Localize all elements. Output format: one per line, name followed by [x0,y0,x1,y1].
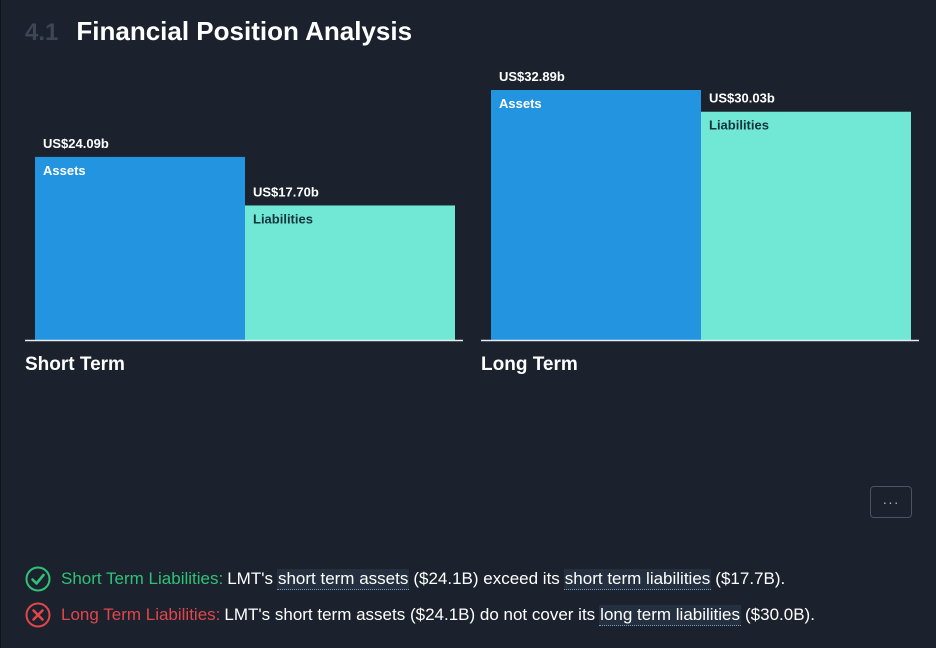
short-term-chart: US$24.09b Assets US$17.70b Liabilities Shor… [25,60,463,380]
ellipsis-icon: ··· [882,494,900,510]
long-term-liabilities-link[interactable]: long term liabilities [599,604,742,626]
check-text: ($17.7B). [715,569,786,588]
short-term-liabilities-value-label: US$17.70b [253,184,319,199]
long-term-assets-value-label: US$32.89b [499,69,565,84]
long-term-liabilities-bar [701,111,911,340]
check-label-short-term: Short Term Liabilities: [61,569,224,588]
check-text: ($24.1B) exceed its [413,569,560,588]
long-term-assets-bar [491,90,701,340]
short-term-assets-value-label: US$24.09b [43,136,109,151]
short-term-liabilities-bar [245,205,455,340]
short-term-assets-link[interactable]: short term assets [276,568,410,590]
check-label-long-term: Long Term Liabilities: [61,605,221,624]
risk-checks: Short Term Liabilities: LMT's short term… [25,564,925,636]
long-term-assets-category-label: Assets [499,96,542,111]
check-row-short-term: Short Term Liabilities: LMT's short term… [25,564,925,594]
long-term-liabilities-category-label: Liabilities [709,118,769,133]
short-term-liabilities-link[interactable]: short term liabilities [563,568,712,590]
short-term-chart-svg: US$24.09b Assets US$17.70b Liabilities [25,136,463,342]
long-term-liabilities-value-label: US$30.03b [709,91,775,106]
short-term-chart-title: Short Term [25,354,125,375]
section-number: 4.1 [25,19,59,46]
short-term-assets-bar [35,156,245,340]
x-circle-icon [25,602,51,628]
check-circle-icon [25,566,51,592]
long-term-chart-title: Long Term [481,354,578,375]
check-text: ($30.0B). [745,605,815,624]
check-text: LMT's [227,569,273,588]
long-term-chart-svg: US$32.89b Assets US$30.03b Liabilities [481,69,919,342]
more-options-button[interactable]: ··· [870,486,912,518]
section-title: Financial Position Analysis [76,16,413,46]
check-text: LMT's short term assets ($24.1B) do not … [224,605,596,624]
short-term-assets-category-label: Assets [43,163,86,178]
section-header: 4.1 Financial Position Analysis [25,16,412,47]
short-term-liabilities-category-label: Liabilities [253,211,313,226]
long-term-chart: US$32.89b Assets US$30.03b Liabilities Long… [481,60,919,380]
check-row-long-term: Long Term Liabilities: LMT's short term … [25,600,925,630]
